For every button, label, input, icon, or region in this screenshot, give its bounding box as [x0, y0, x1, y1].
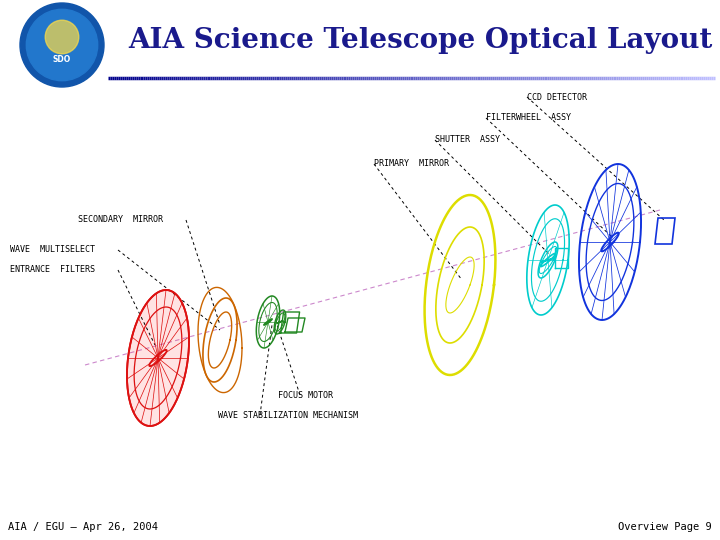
Circle shape — [45, 20, 78, 54]
Polygon shape — [127, 290, 189, 426]
Text: WAVE STABILIZATION MECHANISM: WAVE STABILIZATION MECHANISM — [218, 410, 358, 420]
Text: SHUTTER  ASSY: SHUTTER ASSY — [435, 136, 500, 145]
Text: FOCUS MOTOR: FOCUS MOTOR — [278, 390, 333, 400]
Circle shape — [27, 9, 98, 80]
Text: AIA Science Telescope Optical Layout: AIA Science Telescope Optical Layout — [128, 26, 712, 53]
Text: PRIMARY  MIRROR: PRIMARY MIRROR — [374, 159, 449, 168]
Text: WAVE  MULTISELECT: WAVE MULTISELECT — [10, 246, 95, 254]
Text: SDO: SDO — [53, 56, 71, 64]
Text: Overview Page 9: Overview Page 9 — [618, 522, 712, 532]
Text: CCD DETECTOR: CCD DETECTOR — [527, 92, 587, 102]
Text: AIA / EGU – Apr 26, 2004: AIA / EGU – Apr 26, 2004 — [8, 522, 158, 532]
Text: ENTRANCE  FILTERS: ENTRANCE FILTERS — [10, 266, 95, 274]
Text: SECONDARY  MIRROR: SECONDARY MIRROR — [78, 215, 163, 225]
Circle shape — [20, 3, 104, 87]
Text: FILTERWHEEL  ASSY: FILTERWHEEL ASSY — [486, 113, 571, 123]
